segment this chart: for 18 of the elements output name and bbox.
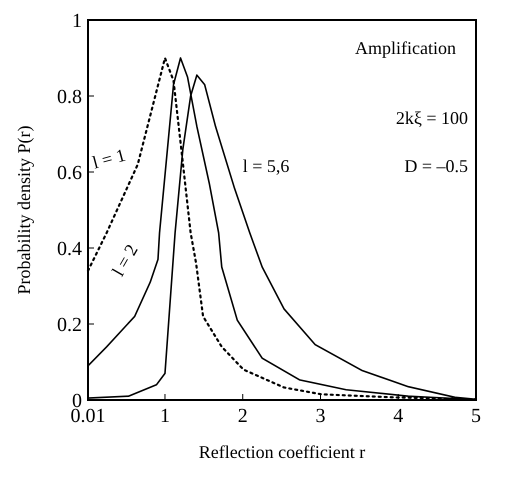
x-axis-title: Reflection coefficient r [198, 442, 366, 462]
x-tick-label: 3 [315, 405, 326, 427]
annotation: l = 1 [90, 144, 128, 173]
x-tick-label: 1 [160, 405, 170, 427]
y-tick-label: 0.4 [57, 238, 82, 260]
x-tick-label: 2 [238, 405, 248, 427]
y-tick-label: 0.8 [57, 86, 82, 108]
annotation: Amplification [355, 38, 456, 58]
y-axis-title: Probability density P(r) [14, 126, 34, 294]
annotation: 2kξ = 100 [396, 108, 468, 128]
annotation: l = 5,6 [242, 156, 290, 176]
x-tick-label: 4 [393, 405, 404, 427]
annotation: D = –0.5 [404, 156, 468, 176]
y-tick-label: 0.6 [57, 162, 82, 184]
annotation: l = 2 [108, 240, 142, 280]
y-tick-label: 0.2 [57, 314, 82, 336]
x-tick-label: 5 [471, 405, 481, 427]
y-tick-label: 1 [72, 10, 82, 32]
